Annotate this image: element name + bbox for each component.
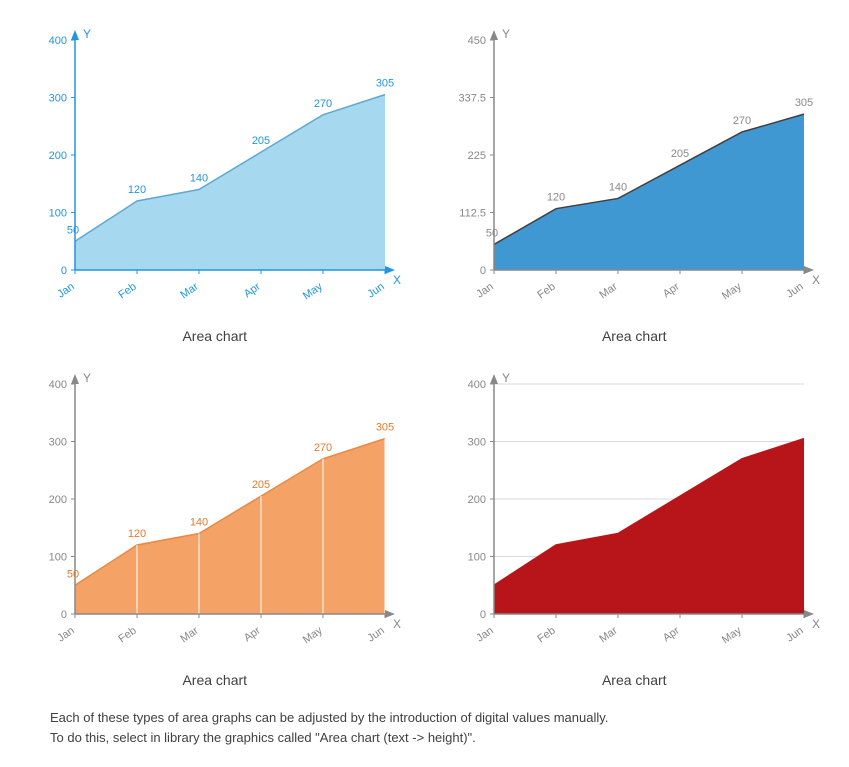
svg-text:X: X <box>812 273 820 287</box>
svg-text:Feb: Feb <box>116 625 138 646</box>
svg-text:300: 300 <box>48 437 66 449</box>
svg-text:305: 305 <box>795 97 813 109</box>
svg-text:270: 270 <box>733 115 751 127</box>
svg-text:Jun: Jun <box>785 281 806 301</box>
svg-text:270: 270 <box>314 98 332 110</box>
chart-cell-1: 0 112.5 225 337.5 450 Y X Jan Feb Mar Apr May Jun 50 1… <box>440 20 830 344</box>
svg-text:X: X <box>812 617 820 631</box>
svg-text:0: 0 <box>480 265 486 277</box>
svg-text:Apr: Apr <box>661 280 682 300</box>
svg-text:50: 50 <box>67 224 79 236</box>
chart-title-0: Area chart <box>182 328 247 344</box>
svg-text:0: 0 <box>61 265 67 277</box>
svg-text:Jun: Jun <box>365 281 386 301</box>
chart-cell-3: 0 100 200 300 400 Y X Jan Feb Mar Apr May Jun Area c… <box>440 364 830 688</box>
svg-text:400: 400 <box>48 379 66 391</box>
svg-text:Jan: Jan <box>475 281 496 301</box>
svg-text:305: 305 <box>376 422 394 434</box>
svg-text:200: 200 <box>468 494 486 506</box>
chart-cell-2: 0 100 200 300 400 Y X Jan Feb Mar Apr May Jun 50 120 14… <box>20 364 410 688</box>
chart-svg-1: 0 112.5 225 337.5 450 Y X Jan Feb Mar Apr May Jun 50 1… <box>444 20 824 320</box>
svg-text:50: 50 <box>486 227 498 239</box>
chart-svg-0: 0 100 200 300 400 Y X Jan Feb Mar Apr May Jun 50 120 14… <box>25 20 405 320</box>
svg-text:100: 100 <box>48 208 66 220</box>
svg-text:Mar: Mar <box>178 280 201 301</box>
svg-text:Jun: Jun <box>365 625 386 645</box>
footer-line-2: To do this, select in library the graphi… <box>50 728 829 748</box>
svg-text:May: May <box>301 280 325 302</box>
chart-cell-0: 0 100 200 300 400 Y X Jan Feb Mar Apr May Jun 50 120 14… <box>20 20 410 344</box>
svg-text:100: 100 <box>48 552 66 564</box>
svg-text:337.5: 337.5 <box>459 93 487 105</box>
footer-text: Each of these types of area graphs can b… <box>50 708 829 747</box>
svg-text:205: 205 <box>671 148 689 160</box>
footer-line-1: Each of these types of area graphs can b… <box>50 708 829 728</box>
svg-text:270: 270 <box>314 442 332 454</box>
svg-text:Mar: Mar <box>598 624 621 645</box>
svg-text:120: 120 <box>128 528 146 540</box>
svg-text:300: 300 <box>468 437 486 449</box>
chart-title-3: Area chart <box>602 672 667 688</box>
svg-text:120: 120 <box>128 184 146 196</box>
svg-text:400: 400 <box>48 35 66 47</box>
svg-text:400: 400 <box>468 379 486 391</box>
svg-text:Y: Y <box>83 371 91 385</box>
svg-text:205: 205 <box>252 479 270 491</box>
svg-text:225: 225 <box>468 150 486 162</box>
svg-text:Feb: Feb <box>536 281 558 302</box>
svg-text:May: May <box>301 624 325 646</box>
chart-svg-2: 0 100 200 300 400 Y X Jan Feb Mar Apr May Jun 50 120 14… <box>25 364 405 664</box>
chart-title-1: Area chart <box>602 328 667 344</box>
svg-text:Jan: Jan <box>55 625 76 645</box>
svg-text:Y: Y <box>83 27 91 41</box>
chart-svg-3: 0 100 200 300 400 Y X Jan Feb Mar Apr May Jun <box>444 364 824 664</box>
svg-text:300: 300 <box>48 93 66 105</box>
svg-text:200: 200 <box>48 494 66 506</box>
svg-text:Apr: Apr <box>661 624 682 644</box>
svg-text:Jan: Jan <box>475 625 496 645</box>
svg-text:205: 205 <box>252 135 270 147</box>
svg-text:120: 120 <box>547 192 565 204</box>
svg-text:0: 0 <box>61 609 67 621</box>
svg-text:Apr: Apr <box>242 624 263 644</box>
svg-text:Y: Y <box>502 27 510 41</box>
svg-text:450: 450 <box>468 35 486 47</box>
chart-title-2: Area chart <box>182 672 247 688</box>
svg-text:100: 100 <box>468 552 486 564</box>
svg-text:112.5: 112.5 <box>460 208 487 220</box>
chart-grid: 0 100 200 300 400 Y X Jan Feb Mar Apr May Jun 50 120 14… <box>20 20 829 688</box>
svg-text:0: 0 <box>480 609 486 621</box>
svg-text:Mar: Mar <box>178 624 201 645</box>
svg-text:Jan: Jan <box>55 281 76 301</box>
svg-text:50: 50 <box>67 568 79 580</box>
svg-text:305: 305 <box>376 78 394 90</box>
svg-text:May: May <box>720 624 744 646</box>
svg-text:Jun: Jun <box>785 625 806 645</box>
svg-text:Feb: Feb <box>116 281 138 302</box>
svg-text:140: 140 <box>190 173 208 185</box>
svg-text:Feb: Feb <box>536 625 558 646</box>
svg-text:140: 140 <box>190 517 208 529</box>
svg-text:X: X <box>393 273 401 287</box>
svg-text:May: May <box>720 280 744 302</box>
svg-text:X: X <box>393 617 401 631</box>
svg-text:Apr: Apr <box>242 280 263 300</box>
svg-text:200: 200 <box>48 150 66 162</box>
svg-text:140: 140 <box>609 181 627 193</box>
svg-text:Mar: Mar <box>598 280 621 301</box>
svg-text:Y: Y <box>502 371 510 385</box>
